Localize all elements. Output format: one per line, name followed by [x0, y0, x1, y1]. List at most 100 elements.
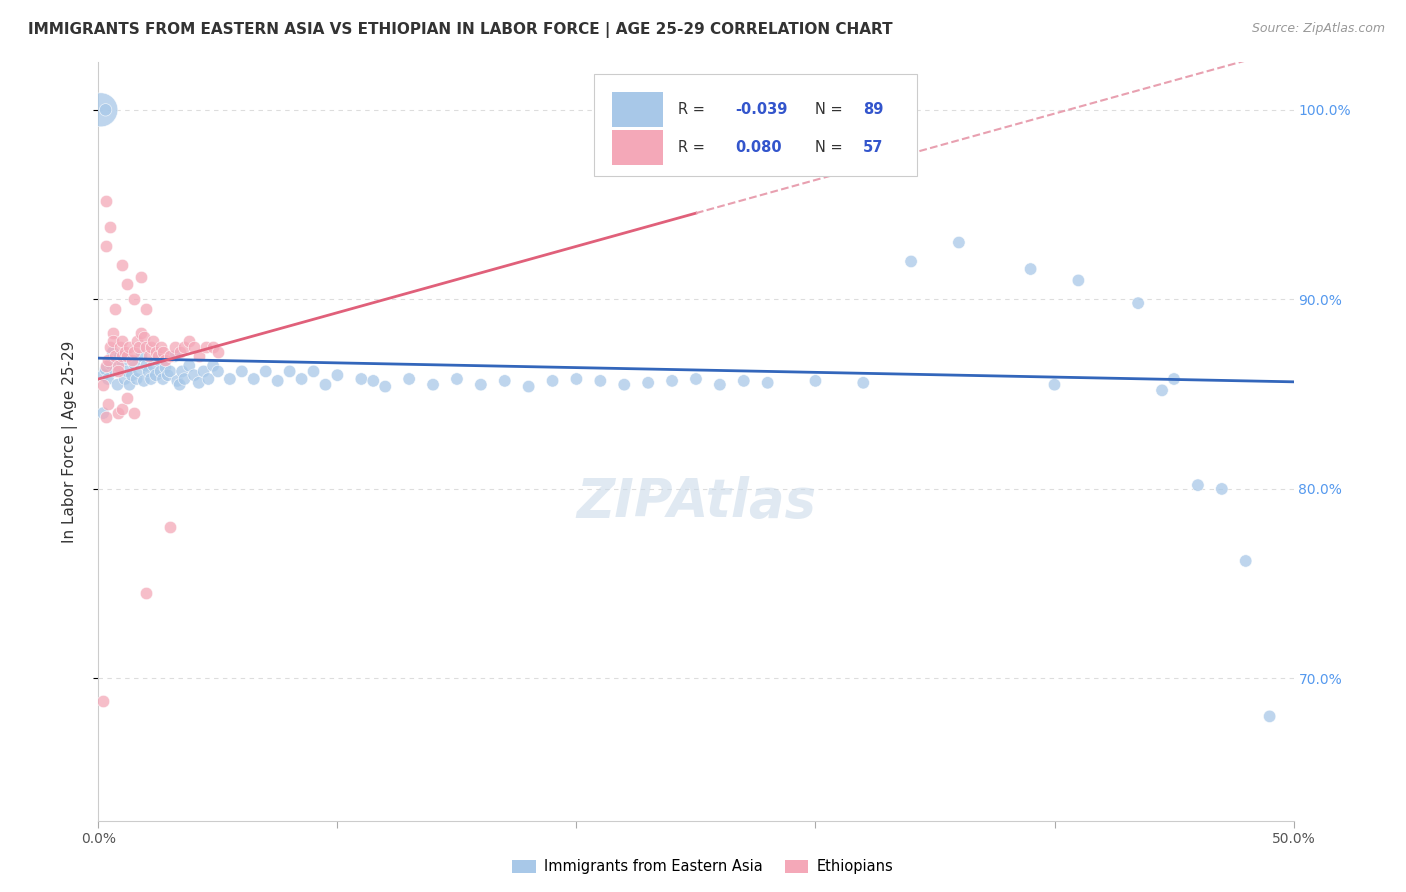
Point: [107, 359, 129, 373]
Point: [494, 374, 516, 388]
Point: [661, 374, 683, 388]
Text: ZIPAtlas: ZIPAtlas: [576, 476, 815, 528]
Point: [121, 353, 143, 368]
Point: [565, 372, 588, 386]
Point: [197, 372, 219, 386]
Text: R =: R =: [678, 102, 710, 117]
Point: [149, 340, 172, 354]
Point: [613, 377, 636, 392]
Point: [91, 406, 114, 420]
Point: [91, 368, 114, 383]
Point: [172, 364, 194, 378]
Point: [132, 330, 155, 344]
Point: [152, 345, 174, 359]
Point: [107, 406, 129, 420]
Point: [97, 353, 120, 368]
Point: [135, 301, 157, 316]
Point: [187, 349, 209, 363]
Point: [107, 364, 129, 378]
Point: [231, 364, 253, 378]
Point: [94, 409, 117, 424]
Point: [1211, 482, 1233, 496]
FancyBboxPatch shape: [613, 92, 662, 127]
Point: [219, 372, 242, 386]
Point: [132, 374, 155, 388]
Point: [159, 349, 181, 363]
FancyBboxPatch shape: [595, 74, 917, 177]
Point: [125, 334, 148, 348]
Point: [108, 340, 131, 354]
Point: [115, 349, 138, 363]
Point: [101, 334, 124, 348]
Point: [315, 377, 337, 392]
Point: [101, 326, 124, 341]
Point: [163, 349, 186, 363]
Point: [207, 345, 229, 359]
Point: [111, 402, 134, 417]
Point: [398, 372, 420, 386]
Point: [142, 359, 165, 373]
FancyBboxPatch shape: [613, 130, 662, 165]
Point: [756, 376, 779, 390]
Point: [138, 349, 160, 363]
Point: [104, 364, 127, 378]
Point: [131, 269, 153, 284]
Point: [94, 194, 117, 208]
Point: [108, 349, 131, 363]
Point: [1067, 273, 1090, 287]
Point: [124, 357, 146, 371]
Point: [97, 372, 120, 386]
Point: [267, 374, 290, 388]
Point: [159, 364, 181, 378]
Point: [183, 368, 205, 383]
Point: [804, 374, 827, 388]
Point: [135, 340, 157, 354]
Point: [142, 334, 165, 348]
Point: [98, 340, 122, 354]
Point: [111, 349, 134, 363]
Point: [94, 103, 117, 117]
Point: [1163, 372, 1185, 386]
Point: [104, 349, 127, 363]
Point: [159, 520, 181, 534]
Point: [195, 340, 218, 354]
Point: [124, 293, 146, 307]
Text: 89: 89: [863, 102, 883, 117]
Point: [173, 340, 195, 354]
Text: N =: N =: [815, 102, 848, 117]
Point: [685, 372, 707, 386]
Point: [291, 372, 314, 386]
Text: IMMIGRANTS FROM EASTERN ASIA VS ETHIOPIAN IN LABOR FORCE | AGE 25-29 CORRELATION: IMMIGRANTS FROM EASTERN ASIA VS ETHIOPIA…: [28, 22, 893, 38]
Point: [107, 377, 129, 392]
Point: [128, 340, 150, 354]
Point: [125, 372, 148, 386]
Point: [135, 586, 157, 600]
Point: [278, 364, 301, 378]
Point: [104, 301, 127, 316]
Point: [156, 368, 179, 383]
Point: [97, 396, 120, 410]
Point: [517, 379, 540, 393]
Point: [145, 368, 167, 383]
Point: [852, 376, 875, 390]
Point: [128, 364, 150, 378]
Point: [179, 359, 201, 373]
Point: [187, 376, 209, 390]
Y-axis label: In Labor Force | Age 25-29: In Labor Force | Age 25-29: [62, 341, 77, 542]
Point: [149, 364, 172, 378]
Point: [115, 391, 138, 405]
Point: [1128, 296, 1150, 310]
Point: [422, 377, 444, 392]
Point: [114, 372, 136, 386]
Text: -0.039: -0.039: [735, 102, 787, 117]
Point: [148, 353, 170, 368]
Point: [350, 372, 373, 386]
Point: [202, 340, 225, 354]
Point: [1043, 377, 1066, 392]
Point: [169, 345, 191, 359]
Point: [114, 345, 136, 359]
Point: [163, 340, 186, 354]
Point: [1187, 478, 1209, 492]
Point: [169, 377, 191, 392]
Point: [173, 372, 195, 386]
